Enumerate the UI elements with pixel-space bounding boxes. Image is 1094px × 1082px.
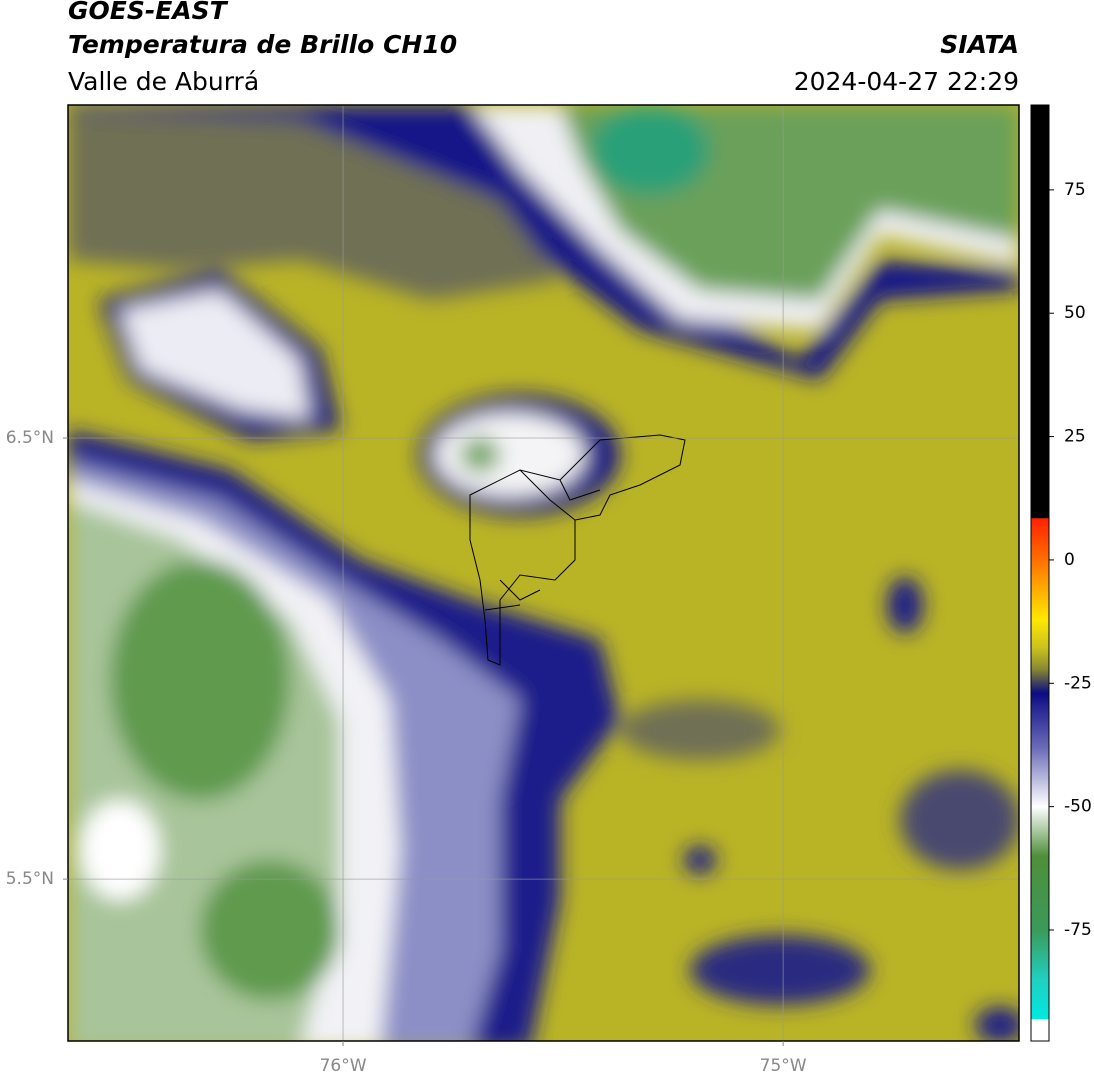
lon-label: 76°W [320,1056,367,1076]
colorbar-label: 25 [1064,427,1086,447]
lat-label: 6.5°N [6,428,54,448]
colorbar-label: 75 [1064,180,1086,200]
lat-label: 5.5°N [6,869,54,889]
source: SIATA [940,30,1019,59]
map-frame [67,104,1020,1042]
lon-label: 75°W [760,1056,807,1076]
colorbar-label: 0 [1064,550,1075,570]
colorbar-label: 50 [1064,303,1086,323]
region: Valle de Aburrá [68,67,259,96]
satellite-image [68,105,1019,1041]
colorbar-label: -50 [1064,797,1092,817]
colorbar-label: -75 [1064,920,1092,940]
graticule [68,105,1019,1041]
product: GOES-EAST [68,0,229,25]
colorbar [1030,104,1050,1042]
colorbar-label: -25 [1064,673,1092,693]
title: Temperatura de Brillo CH10 [68,30,457,59]
datetime: 2024-04-27 22:29 [794,67,1019,96]
